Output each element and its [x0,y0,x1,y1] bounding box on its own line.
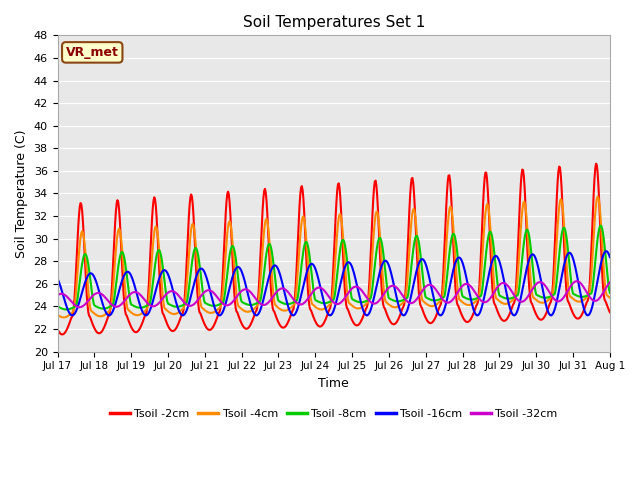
Tsoil -16cm [54,276,61,281]
Tsoil -4cm [60,314,67,320]
Legend: Tsoil -2cm, Tsoil -4cm, Tsoil -8cm, Tsoil -16cm, Tsoil -32cm: Tsoil -2cm, Tsoil -4cm, Tsoil -8cm, Tsoi… [106,405,562,423]
Tsoil -32cm [418,289,426,295]
Tsoil -32cm [63,294,71,300]
Y-axis label: Soil Temperature (C): Soil Temperature (C) [15,129,28,258]
Tsoil -2cm [606,310,614,315]
Line: Tsoil -2cm: Tsoil -2cm [58,164,610,335]
Line: Tsoil -32cm: Tsoil -32cm [58,281,610,307]
Tsoil -8cm [597,223,605,228]
Tsoil -16cm [120,272,128,278]
Tsoil -2cm [65,324,72,329]
Tsoil -2cm [177,313,185,319]
Tsoil -4cm [54,312,61,318]
Tsoil -2cm [58,332,66,337]
Tsoil -16cm [402,311,410,317]
Title: Soil Temperatures Set 1: Soil Temperatures Set 1 [243,15,425,30]
Tsoil -32cm [122,297,129,303]
Line: Tsoil -8cm: Tsoil -8cm [58,226,610,310]
Tsoil -2cm [54,326,61,332]
Tsoil -32cm [573,278,580,284]
Tsoil -16cm [418,256,426,262]
Tsoil -32cm [177,296,185,302]
Tsoil -32cm [76,304,84,310]
Tsoil -16cm [179,312,187,318]
Tsoil -32cm [402,297,410,302]
Tsoil -8cm [177,303,185,309]
Tsoil -16cm [177,311,184,316]
Tsoil -4cm [177,307,185,313]
Tsoil -8cm [63,307,70,312]
Tsoil -4cm [65,313,72,319]
Tsoil -32cm [606,279,614,285]
Tsoil -2cm [207,327,214,333]
Tsoil -8cm [207,302,214,308]
Tsoil -8cm [122,260,129,265]
Tsoil -8cm [65,306,72,312]
Tsoil -4cm [606,295,614,300]
Tsoil -4cm [418,294,426,300]
Tsoil -4cm [402,295,410,301]
Tsoil -4cm [122,286,129,292]
Tsoil -2cm [402,288,410,294]
Tsoil -2cm [122,308,129,314]
Tsoil -8cm [402,296,410,302]
Tsoil -8cm [418,263,426,268]
X-axis label: Time: Time [318,377,349,390]
Tsoil -16cm [606,254,614,260]
Tsoil -32cm [54,292,61,298]
Line: Tsoil -16cm: Tsoil -16cm [58,251,610,315]
Tsoil -32cm [207,288,214,293]
Tsoil -16cm [63,306,71,312]
Tsoil -8cm [54,303,61,309]
Tsoil -4cm [207,310,214,316]
Tsoil -16cm [207,289,214,295]
Tsoil -2cm [418,304,426,310]
Tsoil -16cm [602,248,610,254]
Text: VR_met: VR_met [66,46,118,59]
Line: Tsoil -4cm: Tsoil -4cm [58,197,610,317]
Tsoil -2cm [592,161,600,167]
Tsoil -8cm [606,290,614,296]
Tsoil -4cm [594,194,602,200]
